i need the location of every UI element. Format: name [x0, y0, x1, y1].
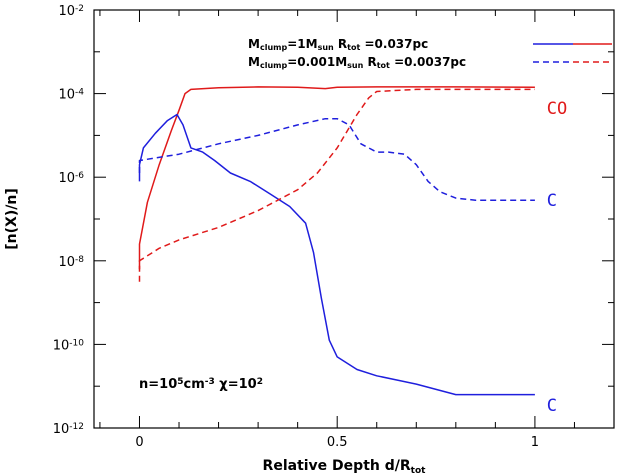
- legend-label-part: M: [248, 37, 260, 51]
- y-tick-base: 10: [58, 4, 75, 19]
- x-tick-label: 0: [135, 435, 143, 450]
- y-tick-exponent: -6: [75, 171, 84, 181]
- conditions-annotation-part: 5: [177, 377, 183, 387]
- conditions-annotation: n=105cm-3 χ=102: [139, 377, 263, 392]
- y-tick-exponent: -12: [69, 422, 84, 432]
- legend-label-part: clump: [260, 61, 288, 70]
- legend-label-part: M: [248, 55, 260, 69]
- x-axis-title-main: Relative Depth d/R: [263, 458, 411, 474]
- x-tick-label: 1: [531, 435, 539, 450]
- y-tick-base: 10: [58, 171, 75, 186]
- legend-label: Mclump=1Msun Rtot =0.037pc: [248, 37, 428, 52]
- conditions-annotation-part: cm: [184, 377, 205, 392]
- y-tick-label: 10-4: [58, 87, 84, 103]
- y-tick-label: 10-8: [58, 254, 84, 270]
- series-line-co-solid: [138, 86, 535, 270]
- series-line-co-dashed: [138, 88, 535, 282]
- y-tick-label: 10-10: [53, 338, 85, 354]
- legend-label: Mclump=0.001Msun Rtot =0.0037pc: [248, 55, 466, 70]
- x-axis-title: Relative Depth d/Rtot: [263, 458, 427, 476]
- legend-label-part: R: [363, 55, 376, 69]
- y-tick-base: 10: [53, 338, 70, 353]
- x-tick-label: 0.5: [327, 435, 348, 450]
- legend-label-part: R: [334, 37, 347, 51]
- legend-label-part: =0.001M: [287, 55, 347, 69]
- series-label-c: C: [547, 191, 557, 211]
- legend-label-part: clump: [260, 43, 288, 52]
- axes-layer: [93, 9, 615, 429]
- series-label-c: C: [547, 396, 557, 416]
- y-tick-label: 10-12: [53, 422, 84, 438]
- y-tick-exponent: -8: [75, 254, 84, 264]
- legend-label-part: sun: [347, 61, 363, 70]
- series-line-c-dashed: [138, 117, 535, 201]
- y-tick-base: 10: [53, 422, 70, 437]
- data-layer: [138, 86, 535, 396]
- y-tick-exponent: -10: [69, 338, 84, 348]
- legend-label-part: tot: [377, 61, 390, 70]
- legend-label-part: =0.037pc: [360, 37, 428, 51]
- conditions-annotation-part: 2: [257, 377, 263, 387]
- legend-label-part: sun: [318, 43, 334, 52]
- y-tick-base: 10: [58, 255, 75, 270]
- legend-label-part: =1M: [287, 37, 317, 51]
- y-tick-label: 10-6: [58, 171, 84, 187]
- legend-label-part: tot: [347, 43, 360, 52]
- y-tick-exponent: -2: [75, 4, 84, 14]
- conditions-annotation-part: n=10: [139, 377, 177, 392]
- conditions-annotation-part: χ=10: [215, 377, 257, 392]
- series-label-co: CO: [547, 99, 567, 119]
- y-tick-label: 10-2: [58, 4, 84, 20]
- series-line-c-solid: [138, 113, 535, 396]
- y-axis-title: [n(X)/n]: [4, 188, 20, 249]
- conditions-annotation-part: -3: [205, 377, 215, 387]
- y-tick-base: 10: [58, 88, 75, 103]
- legend: Mclump=1Msun Rtot =0.037pcMclump=0.001Ms…: [248, 37, 612, 70]
- y-tick-exponent: -4: [75, 87, 84, 97]
- x-axis-title-sub: tot: [411, 466, 426, 476]
- legend-label-part: =0.0037pc: [390, 55, 466, 69]
